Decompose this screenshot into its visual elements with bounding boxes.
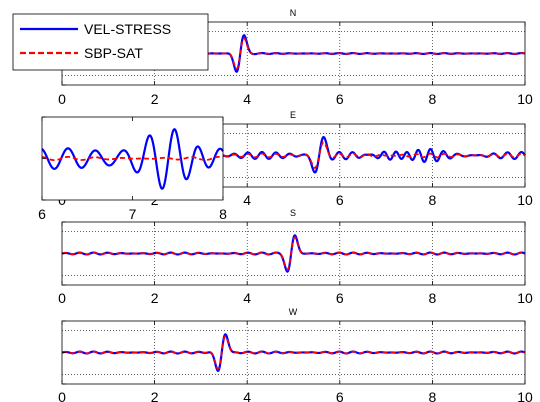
legend-box: [12, 13, 209, 71]
grid: [62, 321, 525, 384]
series-sbp-sat-line: [61, 37, 526, 70]
grid: [62, 222, 525, 285]
x-tick-label: 10: [517, 192, 533, 208]
x-tick-label: 4: [243, 389, 251, 402]
panel-title: E: [290, 110, 296, 120]
x-tick-label: 4: [243, 91, 251, 107]
panel-title: W: [289, 307, 298, 317]
x-tick-label: 10: [517, 389, 533, 402]
x-tick-label: 8: [429, 192, 437, 208]
x-tick-label: 2: [151, 91, 159, 107]
x-tick-label: 10: [517, 91, 533, 107]
x-tick-label: 4: [243, 192, 251, 208]
x-tick-label: 8: [219, 206, 227, 222]
x-tick-label: 4: [243, 290, 251, 306]
x-tick-label: 8: [429, 91, 437, 107]
legend-label-vel-stress: VEL-STRESS: [84, 21, 171, 37]
panel-w: 0 2 4 6 8 10 W: [58, 307, 533, 402]
x-tick-label: 0: [58, 389, 66, 402]
x-tick-label: 6: [336, 91, 344, 107]
series-sbp-sat-line: [61, 335, 526, 370]
x-tick-label: 6: [336, 192, 344, 208]
series-sbp-sat-line: [41, 155, 224, 162]
grid: [62, 124, 525, 187]
panel-s: 0 2 4 6 8 10 S: [58, 208, 533, 306]
x-tick-label: 0: [58, 290, 66, 306]
x-tick-label: 6: [38, 206, 46, 222]
x-tick-label: 2: [151, 389, 159, 402]
x-tick-label: 7: [129, 206, 137, 222]
panel-title: N: [290, 8, 297, 18]
legend: VEL-STRESS SBP-SAT: [12, 13, 209, 71]
panel-title: S: [290, 208, 296, 218]
x-tick-label: 0: [58, 91, 66, 107]
x-tick-label: 8: [429, 290, 437, 306]
series-vel-stress-line: [41, 128, 224, 190]
x-tick-label: 10: [517, 290, 533, 306]
series-sbp-sat-line: [61, 236, 526, 271]
x-tick-label: 8: [429, 389, 437, 402]
x-tick-label: 6: [336, 290, 344, 306]
x-tick-label: 2: [151, 290, 159, 306]
legend-label-sbp-sat: SBP-SAT: [84, 45, 143, 61]
grid: [62, 22, 525, 85]
x-tick-label: 6: [336, 389, 344, 402]
inset-panel: 6 7 8: [38, 116, 227, 222]
